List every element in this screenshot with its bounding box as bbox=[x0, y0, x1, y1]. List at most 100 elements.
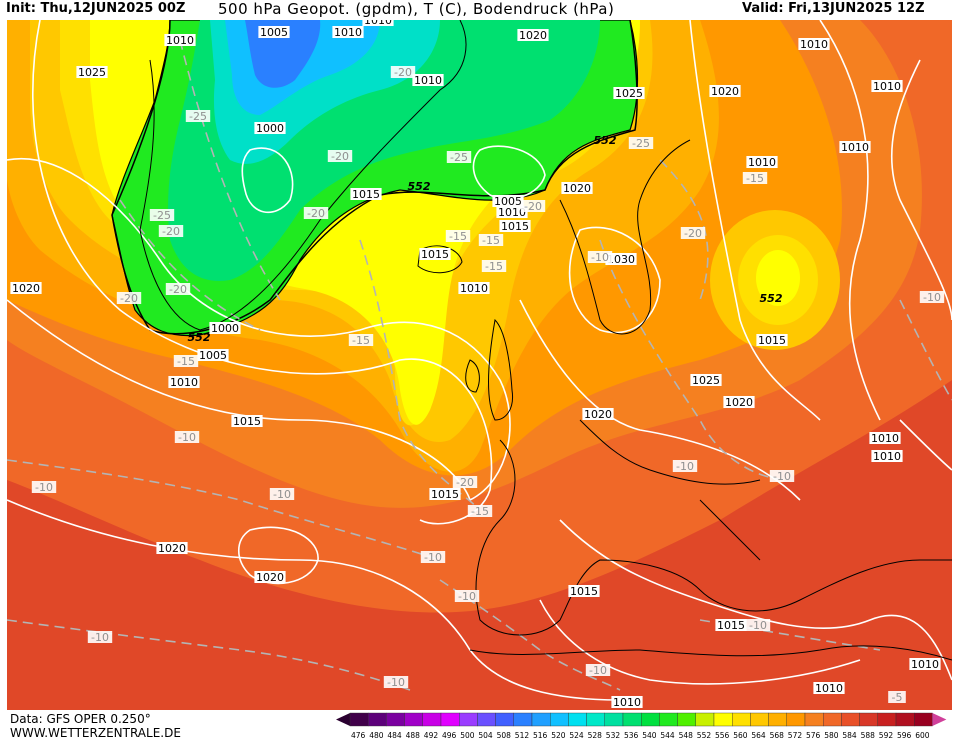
svg-text:1010: 1010 bbox=[613, 696, 641, 709]
temperature-label: -25 bbox=[628, 137, 654, 150]
legend-level-label: 484 bbox=[387, 731, 402, 740]
svg-text:1020: 1020 bbox=[12, 282, 40, 295]
legend-swatch bbox=[713, 712, 733, 727]
legend-arrow-left bbox=[336, 713, 350, 726]
svg-text:1025: 1025 bbox=[692, 374, 720, 387]
temperature-label: -10 bbox=[383, 676, 409, 689]
pressure-label: 1015 bbox=[756, 334, 788, 347]
svg-text:-10: -10 bbox=[91, 631, 109, 644]
svg-text:1020: 1020 bbox=[519, 29, 547, 42]
legend-level-label: 496 bbox=[442, 731, 457, 740]
legend-swatch bbox=[531, 712, 551, 727]
svg-text:1015: 1015 bbox=[501, 220, 529, 233]
map-footer: Data: GFS OPER 0.250° WWW.WETTERZENTRALE… bbox=[10, 712, 181, 740]
temperature-label: -15 bbox=[467, 505, 493, 518]
legend-level-label: 592 bbox=[879, 731, 894, 740]
legend-level-label: 536 bbox=[624, 731, 639, 740]
temperature-label: -20 bbox=[158, 225, 184, 238]
legend-level-label: 504 bbox=[478, 731, 493, 740]
website-link[interactable]: WWW.WETTERZENTRALE.DE bbox=[10, 726, 181, 740]
svg-text:1015: 1015 bbox=[421, 248, 449, 261]
temperature-label: -20 bbox=[116, 292, 142, 305]
svg-text:-20: -20 bbox=[162, 225, 180, 238]
legend-level-label: 600 bbox=[915, 731, 930, 740]
temperature-label: -10 bbox=[769, 470, 795, 483]
svg-text:-20: -20 bbox=[331, 150, 349, 163]
legend-swatch bbox=[422, 712, 442, 727]
temperature-label: -20 bbox=[680, 227, 706, 240]
pressure-label: 1005 bbox=[258, 26, 290, 39]
data-source: Data: GFS OPER 0.250° bbox=[10, 712, 151, 726]
svg-text:1010: 1010 bbox=[460, 282, 488, 295]
temperature-label: -10 bbox=[454, 590, 480, 603]
legend-level-label: 508 bbox=[497, 731, 512, 740]
valid-time: Valid: Fri,13JUN2025 12Z bbox=[742, 1, 925, 16]
svg-text:1010: 1010 bbox=[414, 74, 442, 87]
legend-swatch bbox=[568, 712, 587, 727]
temperature-label: -10 bbox=[420, 551, 446, 564]
temperature-label: -10 bbox=[587, 251, 613, 264]
svg-text:1015: 1015 bbox=[717, 619, 745, 632]
legend-swatch bbox=[823, 712, 842, 727]
svg-text:1005: 1005 bbox=[199, 349, 227, 362]
svg-text:-10: -10 bbox=[178, 431, 196, 444]
temperature-label: -10 bbox=[31, 481, 57, 494]
pressure-label: 1010 bbox=[798, 38, 830, 51]
isobars bbox=[7, 20, 952, 701]
svg-text:-10: -10 bbox=[749, 619, 767, 632]
temperature-label: -10 bbox=[269, 488, 295, 501]
legend-level-label: 548 bbox=[679, 731, 694, 740]
temperature-label: -20 bbox=[327, 150, 353, 163]
legend-swatch bbox=[495, 712, 515, 727]
pressure-label: 1010 bbox=[746, 156, 778, 169]
pressure-label: 1010 bbox=[611, 696, 643, 709]
legend-swatch bbox=[604, 712, 624, 727]
temperature-label: -15 bbox=[348, 334, 374, 347]
svg-text:-15: -15 bbox=[177, 355, 195, 368]
temperature-label: -25 bbox=[149, 209, 175, 222]
temperature-label: -15 bbox=[478, 234, 504, 247]
pressure-label: 1020 bbox=[254, 571, 286, 584]
svg-text:-20: -20 bbox=[524, 200, 542, 213]
pressure-label: 1010 bbox=[871, 450, 903, 463]
pressure-label: 1010 bbox=[909, 658, 941, 671]
pressure-label: 1020 bbox=[156, 542, 188, 555]
legend-swatch bbox=[895, 712, 915, 727]
legend-swatch bbox=[877, 712, 897, 727]
temperature-label: -10 bbox=[585, 664, 611, 677]
temperature-label: -20 bbox=[165, 283, 191, 296]
weather-map[interactable]: 1010 1005 1010 1010 1020 1025 1010 1025 1020 1010… bbox=[7, 20, 952, 710]
legend-level-label: 540 bbox=[642, 731, 657, 740]
legend-swatch bbox=[386, 712, 405, 727]
svg-text:1010: 1010 bbox=[334, 26, 362, 39]
pressure-label: 1015 bbox=[419, 248, 451, 261]
legend-level-label: 560 bbox=[733, 731, 748, 740]
temperature-label: -10 bbox=[672, 460, 698, 473]
pressure-label: 1025 bbox=[613, 87, 645, 100]
geopot-label: 552 bbox=[408, 180, 431, 193]
svg-text:1025: 1025 bbox=[78, 66, 106, 79]
legend-swatch bbox=[841, 712, 860, 727]
map-header: Init: Thu,12JUN2025 00Z 500 hPa Geopot. … bbox=[0, 0, 959, 20]
svg-text:1020: 1020 bbox=[256, 571, 284, 584]
pressure-label: 1010 bbox=[813, 682, 845, 695]
legend-swatch bbox=[859, 712, 878, 727]
svg-text:-10: -10 bbox=[424, 551, 442, 564]
pressure-labels: 1010 1005 1010 1010 1020 1025 1010 1025 1020 1010… bbox=[10, 20, 941, 709]
legend-level-label: 516 bbox=[533, 731, 548, 740]
legend-level-label: 500 bbox=[460, 731, 475, 740]
svg-text:1010: 1010 bbox=[911, 658, 939, 671]
legend-level-label: 552 bbox=[697, 731, 712, 740]
svg-text:1010: 1010 bbox=[170, 376, 198, 389]
svg-text:-10: -10 bbox=[773, 470, 791, 483]
pressure-label: 1010 bbox=[496, 206, 528, 219]
isotherms bbox=[7, 39, 952, 691]
legend-swatch bbox=[349, 712, 369, 727]
svg-text:-20: -20 bbox=[456, 476, 474, 489]
legend-level-label: 580 bbox=[824, 731, 839, 740]
svg-text:-25: -25 bbox=[189, 110, 207, 123]
pressure-label: 1030 bbox=[605, 253, 637, 266]
pressure-label: 1025 bbox=[76, 66, 108, 79]
temperature-label: -25 bbox=[185, 110, 211, 123]
pressure-label: 1000 bbox=[254, 122, 286, 135]
